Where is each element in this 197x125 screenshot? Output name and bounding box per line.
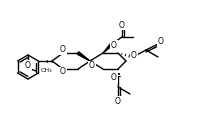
Text: O: O — [60, 46, 66, 54]
Polygon shape — [103, 43, 113, 53]
Text: O: O — [89, 62, 95, 70]
Text: O: O — [119, 20, 125, 30]
Text: O: O — [111, 40, 117, 50]
Text: O: O — [111, 74, 117, 82]
Text: O: O — [131, 50, 137, 59]
Text: O: O — [60, 68, 66, 76]
Polygon shape — [77, 52, 90, 61]
Text: O: O — [25, 60, 31, 70]
Text: O: O — [115, 96, 121, 106]
Text: O: O — [158, 38, 164, 46]
Text: CH₃: CH₃ — [41, 68, 53, 73]
